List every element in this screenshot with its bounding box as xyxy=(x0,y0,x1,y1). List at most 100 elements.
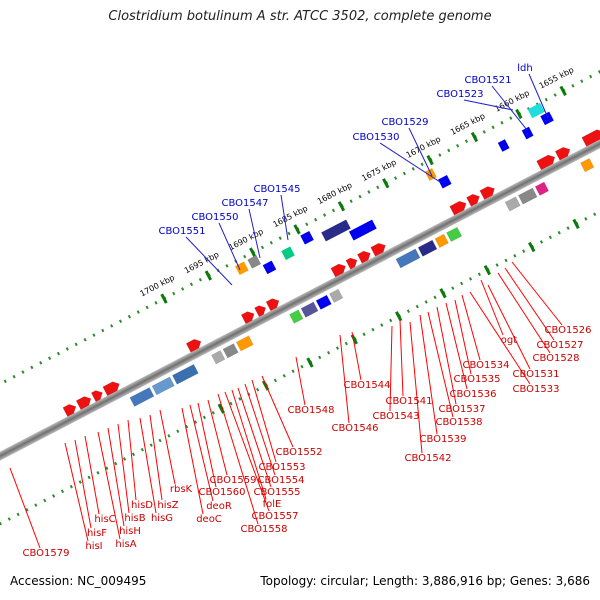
leader-line xyxy=(461,294,481,361)
gene-label[interactable]: CBO1559 xyxy=(210,475,257,486)
gene-feature[interactable] xyxy=(580,158,595,173)
leader-line xyxy=(74,439,92,529)
gene-label[interactable]: folE xyxy=(263,499,282,510)
gene-feature[interactable] xyxy=(521,126,534,140)
gene-feature[interactable] xyxy=(289,309,304,324)
gene-label[interactable]: CBO1534 xyxy=(463,360,510,371)
gene-label[interactable]: ldh xyxy=(517,63,532,74)
gene-feature[interactable] xyxy=(240,309,256,325)
gene-label[interactable]: hisI xyxy=(85,541,102,552)
gene-feature[interactable] xyxy=(345,256,359,270)
gene-feature[interactable] xyxy=(90,388,104,403)
gene-feature[interactable] xyxy=(151,376,175,396)
gene-feature[interactable] xyxy=(235,261,249,276)
gene-feature[interactable] xyxy=(518,187,538,205)
gene-label[interactable]: CBO1548 xyxy=(288,405,335,416)
gene-feature[interactable] xyxy=(265,296,281,312)
gene-feature[interactable] xyxy=(300,230,314,245)
gene-label[interactable]: CBO1560 xyxy=(199,487,246,498)
gene-feature[interactable] xyxy=(395,248,421,269)
gene-label[interactable]: CBO1526 xyxy=(545,325,592,336)
gene-feature[interactable] xyxy=(534,181,550,196)
gene-label[interactable]: CBO1535 xyxy=(454,374,501,385)
gene-feature[interactable] xyxy=(536,153,558,171)
gene-label[interactable]: CBO1539 xyxy=(420,434,467,445)
gene-label[interactable]: CBO1529 xyxy=(382,117,429,128)
gene-label[interactable]: CBO1527 xyxy=(537,340,584,351)
gene-label[interactable]: hisD xyxy=(131,500,153,511)
gene-label[interactable]: CBO1542 xyxy=(405,453,452,464)
gene-feature[interactable] xyxy=(172,364,199,385)
gene-feature[interactable] xyxy=(262,260,277,275)
gene-feature[interactable] xyxy=(329,288,344,303)
gene-label[interactable]: hisB xyxy=(124,513,145,524)
gene-label[interactable]: deoR xyxy=(206,501,232,512)
gene-label[interactable]: CBO1544 xyxy=(344,380,391,391)
gene-feature[interactable] xyxy=(434,233,449,248)
gene-feature[interactable] xyxy=(540,111,554,126)
gene-feature[interactable] xyxy=(370,241,388,257)
gene-feature[interactable] xyxy=(348,219,377,241)
gene-label[interactable]: CBO1557 xyxy=(252,511,299,522)
gene-label[interactable]: hisC xyxy=(94,514,115,525)
gene-feature[interactable] xyxy=(554,145,572,161)
gene-feature[interactable] xyxy=(504,196,521,212)
gene-label[interactable]: hisZ xyxy=(157,500,178,511)
gene-feature[interactable] xyxy=(497,139,510,152)
gene-feature[interactable] xyxy=(321,219,351,242)
gene-label[interactable]: CBO1553 xyxy=(259,462,306,473)
gene-feature[interactable] xyxy=(315,294,332,310)
gene-feature[interactable] xyxy=(449,199,469,216)
gene-feature[interactable] xyxy=(417,239,438,257)
gene-feature[interactable] xyxy=(357,249,372,264)
gene-feature[interactable] xyxy=(129,387,155,407)
gene-feature[interactable] xyxy=(235,335,254,352)
gene-label[interactable]: ogt xyxy=(501,335,517,346)
gene-label[interactable]: hisA xyxy=(115,539,136,550)
gene-label[interactable]: CBO1547 xyxy=(222,198,269,209)
gene-label[interactable]: CBO1554 xyxy=(258,475,305,486)
leader-line xyxy=(181,407,204,515)
gene-label[interactable]: CBO1551 xyxy=(159,226,206,237)
gene-label[interactable]: CBO1579 xyxy=(23,548,70,559)
gene-feature[interactable] xyxy=(281,246,295,260)
gene-label[interactable]: hisF xyxy=(87,528,107,539)
gene-label[interactable]: CBO1531 xyxy=(513,369,560,380)
gene-label[interactable]: CBO1530 xyxy=(353,132,400,143)
gene-label[interactable]: CBO1545 xyxy=(254,184,301,195)
gene-label[interactable]: CBO1558 xyxy=(241,524,288,535)
gene-label[interactable]: CBO1537 xyxy=(439,404,486,415)
gene-feature[interactable] xyxy=(254,303,268,318)
gene-feature[interactable] xyxy=(75,394,93,410)
gene-label[interactable]: CBO1541 xyxy=(386,396,433,407)
gene-label[interactable]: CBO1543 xyxy=(373,411,420,422)
gene-feature[interactable] xyxy=(300,301,319,318)
gene-label[interactable]: CBO1528 xyxy=(533,353,580,364)
gene-feature[interactable] xyxy=(102,379,122,397)
gene-feature[interactable] xyxy=(466,192,482,207)
gene-feature[interactable] xyxy=(527,102,545,119)
gene-feature[interactable] xyxy=(581,127,600,147)
gene-label[interactable]: CBO1555 xyxy=(254,487,301,498)
gene-label[interactable]: rbsK xyxy=(170,484,193,495)
gene-feature[interactable] xyxy=(211,350,226,365)
gene-label[interactable]: deoC xyxy=(196,514,222,525)
gene-label[interactable]: CBO1550 xyxy=(192,212,239,223)
gene-feature[interactable] xyxy=(222,343,239,359)
gene-label[interactable]: CBO1536 xyxy=(450,389,497,400)
gene-feature[interactable] xyxy=(62,402,78,417)
gene-feature[interactable] xyxy=(438,175,452,189)
gene-feature[interactable] xyxy=(330,262,348,278)
gene-label[interactable]: hisH xyxy=(119,526,141,537)
gene-label[interactable]: CBO1546 xyxy=(332,423,379,434)
gene-feature[interactable] xyxy=(446,226,463,242)
gene-feature[interactable] xyxy=(185,337,203,353)
gene-feature[interactable] xyxy=(247,255,261,269)
gene-label[interactable]: CBO1533 xyxy=(513,384,560,395)
gene-label[interactable]: hisG xyxy=(151,513,173,524)
gene-label[interactable]: CBO1521 xyxy=(465,75,512,86)
gene-label[interactable]: CBO1523 xyxy=(437,89,484,100)
gene-label[interactable]: CBO1538 xyxy=(436,417,483,428)
gene-feature[interactable] xyxy=(479,184,497,200)
gene-label[interactable]: CBO1552 xyxy=(276,447,323,458)
